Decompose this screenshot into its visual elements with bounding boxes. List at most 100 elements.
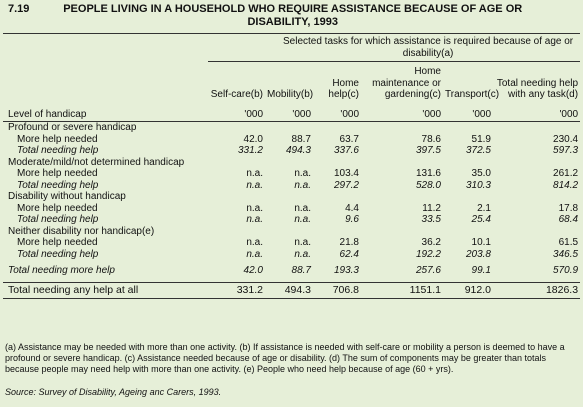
table-title: PEOPLE LIVING IN A HOUSEHOLD WHO REQUIRE… (63, 3, 523, 28)
unit: '000 (208, 100, 265, 122)
cell: 88.7 (291, 265, 311, 276)
cell: 131.6 (415, 168, 441, 179)
cell: 192.2 (415, 248, 441, 260)
cell: 78.6 (421, 133, 441, 145)
section-row: Disability without handicap (3, 191, 580, 203)
section-row: Moderate/mild/not determined handicap (3, 157, 580, 169)
source: Source: Survey of Disability, Ageing anc… (5, 387, 222, 397)
cell: 494.3 (285, 145, 311, 156)
cell: 257.6 (415, 265, 441, 276)
cell: 706.8 (313, 281, 361, 299)
cell: 203.8 (465, 248, 491, 260)
cell: 17.8 (558, 202, 579, 214)
cell: 4.4 (345, 202, 359, 214)
cell: 1151.1 (361, 281, 443, 299)
spanner-cell: Selected tasks for which assistance is r… (208, 36, 581, 62)
blank (208, 157, 580, 169)
units-row: Level of handicap '000'000'000'000'000'00… (3, 100, 581, 122)
row-header: Level of handicap (3, 100, 208, 122)
cell: 1826.3 (493, 281, 581, 299)
cell: 35.0 (471, 168, 491, 179)
section-heading: Neither disability nor handicap(e) (8, 225, 155, 237)
cell: 814.2 (553, 179, 579, 191)
cell: 11.2 (422, 202, 441, 214)
cell: 88.7 (291, 133, 311, 145)
spanner: Selected tasks for which assistance is r… (282, 36, 574, 59)
cell: 570.9 (553, 265, 579, 276)
row-label: More help needed (17, 133, 98, 145)
cell: 261.2 (553, 168, 579, 179)
rule (3, 33, 580, 34)
cell: 528.0 (415, 179, 441, 191)
cell: n.a. (246, 179, 263, 191)
table-number: 7.19 (8, 3, 30, 15)
cell: n.a. (246, 214, 263, 225)
section-heading: Moderate/mild/not determined handicap (8, 156, 185, 168)
cell: 62.4 (339, 248, 359, 260)
column-header-row: Self-care(b) Mobility(b) Home help(c) Home … (3, 62, 580, 101)
footnotes: (a) Assistance may be needed with more t… (5, 342, 565, 374)
unit: '000 (493, 100, 581, 122)
cell: 25.4 (471, 214, 491, 225)
cell: 310.3 (465, 179, 491, 191)
cell: 297.2 (333, 179, 359, 191)
cell: 51.9 (471, 133, 491, 145)
row-label: More help needed (17, 237, 98, 248)
cell: 193.3 (333, 265, 359, 276)
blank (208, 122, 580, 134)
cell: 68.4 (558, 214, 579, 225)
cell: n.a. (246, 248, 263, 260)
cell: 597.3 (553, 145, 579, 156)
blank (208, 226, 580, 238)
data-row: Total needing help n.a. n.a. 9.6 33.5 25.4 68.… (3, 214, 580, 226)
data-row: Total needing help 331.2 494.3 337.6 397.5 37… (3, 145, 580, 157)
column-header: Total needing help with any task(d) (496, 77, 579, 101)
section-heading: Disability without handicap (8, 191, 126, 202)
row-label: Total needing more help (8, 265, 115, 276)
data-row: More help needed n.a. n.a. 103.4 131.6 35.0 26… (3, 168, 580, 180)
cell: n.a. (294, 237, 311, 248)
cell: 21.8 (339, 237, 359, 248)
cell: 10.1 (471, 237, 491, 248)
row-label: Total needing help (17, 179, 99, 191)
cell: 42.0 (243, 133, 263, 145)
cell: 331.2 (237, 145, 263, 156)
column-header: Transport(c) (445, 89, 500, 100)
column-header: Home maintenance or gardening(c) (372, 66, 441, 100)
cell: n.a. (294, 248, 311, 260)
column-header: Self-care(b) (210, 89, 263, 100)
cell: 61.5 (558, 237, 579, 248)
data-row: More help needed n.a. n.a. 4.4 11.2 2.1 17.8 (3, 203, 580, 215)
row-label: More help needed (17, 168, 98, 179)
table-body: Profound or severe handicap More help nee… (3, 122, 581, 299)
blank (208, 191, 580, 203)
unit: '000 (361, 100, 443, 122)
row-label: Total needing help (17, 145, 99, 156)
data-row: Total needing help n.a. n.a. 62.4 192.2 203.8… (3, 249, 580, 261)
section-heading: Profound or severe handicap (8, 122, 137, 133)
unit: '000 (265, 100, 313, 122)
data-row: Total needing more help 42.0 88.7 193.3 257.… (3, 265, 580, 277)
cell: n.a. (294, 202, 311, 214)
cell: 9.6 (345, 214, 359, 225)
cell: n.a. (246, 237, 263, 248)
row-label: More help needed (17, 202, 98, 214)
cell: 331.2 (208, 281, 265, 299)
unit: '000 (443, 100, 493, 122)
data-table: Selected tasks for which assistance is r… (3, 36, 581, 299)
cell: 372.5 (465, 145, 491, 156)
cell: 2.1 (477, 202, 491, 214)
cell: 912.0 (443, 281, 493, 299)
cell: 33.5 (421, 214, 441, 225)
cell: 63.7 (339, 133, 359, 145)
cell: 99.1 (471, 265, 491, 276)
data-row: Total needing help n.a. n.a. 297.2 528.0 310.… (3, 180, 580, 192)
table-head: Selected tasks for which assistance is r… (3, 36, 581, 122)
data-row: Total needing any help at all 331.2 494.3 7… (3, 281, 581, 299)
cell: n.a. (294, 168, 311, 179)
cell: n.a. (246, 168, 263, 179)
column-header: Mobility(b) (267, 89, 314, 100)
cell: 337.6 (333, 145, 359, 156)
row-label: Total needing help (17, 214, 99, 225)
